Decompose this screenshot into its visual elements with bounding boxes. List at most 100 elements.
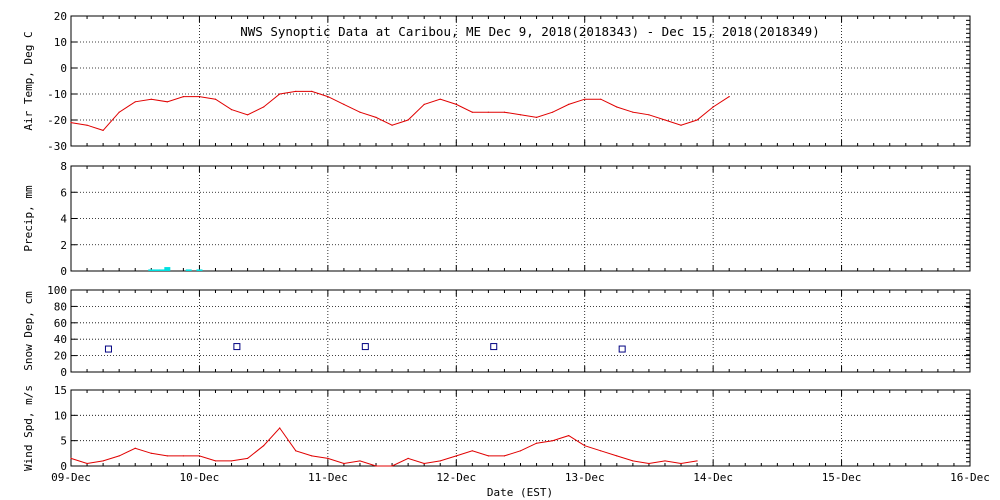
data-point [552, 111, 554, 113]
data-point [343, 103, 345, 105]
precip-bar [148, 269, 155, 271]
y-tick-label: 0 [60, 265, 67, 278]
data-point [455, 455, 457, 457]
data-point [391, 465, 393, 467]
x-tick-label: 12-Dec [436, 471, 476, 484]
data-point [632, 460, 634, 462]
y-tick-label: 60 [54, 317, 67, 330]
data-point [118, 111, 120, 113]
data-point [712, 106, 714, 108]
data-point [632, 111, 634, 113]
y-tick-label: 100 [47, 284, 67, 297]
x-tick-label: 11-Dec [308, 471, 348, 484]
series-line [70, 90, 730, 131]
data-point [182, 96, 184, 98]
series-line [70, 427, 698, 467]
y-tick-label: 2 [60, 239, 67, 252]
data-point [150, 452, 152, 454]
data-point [584, 445, 586, 447]
data-point [166, 101, 168, 103]
data-point [600, 450, 602, 452]
data-point [343, 462, 345, 465]
x-tick-label: 09-Dec [51, 471, 91, 484]
data-point [439, 98, 441, 100]
snow-depth-point [490, 343, 498, 351]
data-point [134, 101, 136, 103]
snow-depth-point [361, 343, 369, 351]
data-point [246, 457, 249, 459]
data-point [327, 96, 329, 98]
data-point [471, 111, 473, 113]
x-tick-label: 13-Dec [565, 471, 605, 484]
x-axis-label: Date (EST) [487, 486, 553, 499]
data-point [680, 124, 682, 126]
data-point [279, 93, 281, 95]
y-tick-label: 20 [54, 350, 67, 363]
y-tick-label: 6 [60, 186, 67, 199]
data-point [375, 116, 377, 118]
data-point [455, 103, 457, 105]
x-tick-label: 16-Dec [950, 471, 990, 484]
data-point [728, 96, 730, 98]
data-point [263, 106, 265, 108]
x-tick-label: 10-Dec [180, 471, 220, 484]
data-point [375, 465, 377, 467]
data-point [311, 90, 313, 92]
data-point [198, 96, 201, 98]
data-point [552, 440, 554, 442]
data-point [359, 111, 361, 113]
y-tick-label: 10 [54, 36, 67, 49]
data-point [519, 450, 522, 452]
data-point [616, 455, 618, 457]
data-point [423, 103, 425, 105]
y-tick-label: -20 [47, 114, 67, 127]
y-tick-label: 15 [54, 384, 67, 397]
y-axis-label: Precip, mm [22, 185, 35, 252]
data-point [102, 129, 104, 131]
data-point [664, 460, 666, 462]
y-tick-label: 4 [60, 213, 67, 226]
data-point [680, 462, 682, 465]
data-point [664, 119, 666, 121]
y-tick-label: 10 [54, 409, 67, 422]
panel-frame [70, 289, 971, 373]
data-point [182, 455, 184, 457]
data-point [503, 111, 506, 113]
data-point [407, 457, 409, 459]
data-point [471, 450, 473, 452]
data-point [70, 457, 72, 459]
x-tick-label: 15-Dec [822, 471, 862, 484]
data-point [295, 450, 297, 452]
y-tick-label: 80 [54, 300, 67, 313]
data-point [519, 114, 522, 116]
snow-depth-point [104, 345, 112, 353]
data-point [86, 462, 88, 465]
precip-bar [153, 269, 160, 271]
data-point [535, 116, 538, 118]
data-point [214, 460, 217, 462]
y-tick-label: 40 [54, 333, 67, 346]
y-tick-label: 8 [60, 160, 67, 173]
y-axis-label: Air Temp, Deg C [22, 31, 35, 130]
data-point [118, 455, 120, 457]
data-point [535, 442, 538, 444]
panel-frame [70, 15, 971, 147]
data-point [70, 122, 72, 124]
data-point [214, 98, 217, 100]
data-point [439, 460, 441, 462]
data-point [648, 462, 650, 465]
panel-0: 20 10 0 -10 -20 -30 Air Temp, Deg C [22, 10, 971, 153]
data-point [166, 455, 168, 457]
precip-bar [158, 269, 165, 271]
data-point [359, 460, 361, 462]
data-point [230, 109, 233, 111]
snow-depth-point [618, 345, 626, 353]
data-point [134, 447, 136, 449]
y-tick-label: 0 [60, 366, 67, 379]
data-point [503, 455, 506, 457]
data-point [279, 427, 281, 429]
data-point [102, 460, 104, 462]
data-point [696, 119, 698, 121]
